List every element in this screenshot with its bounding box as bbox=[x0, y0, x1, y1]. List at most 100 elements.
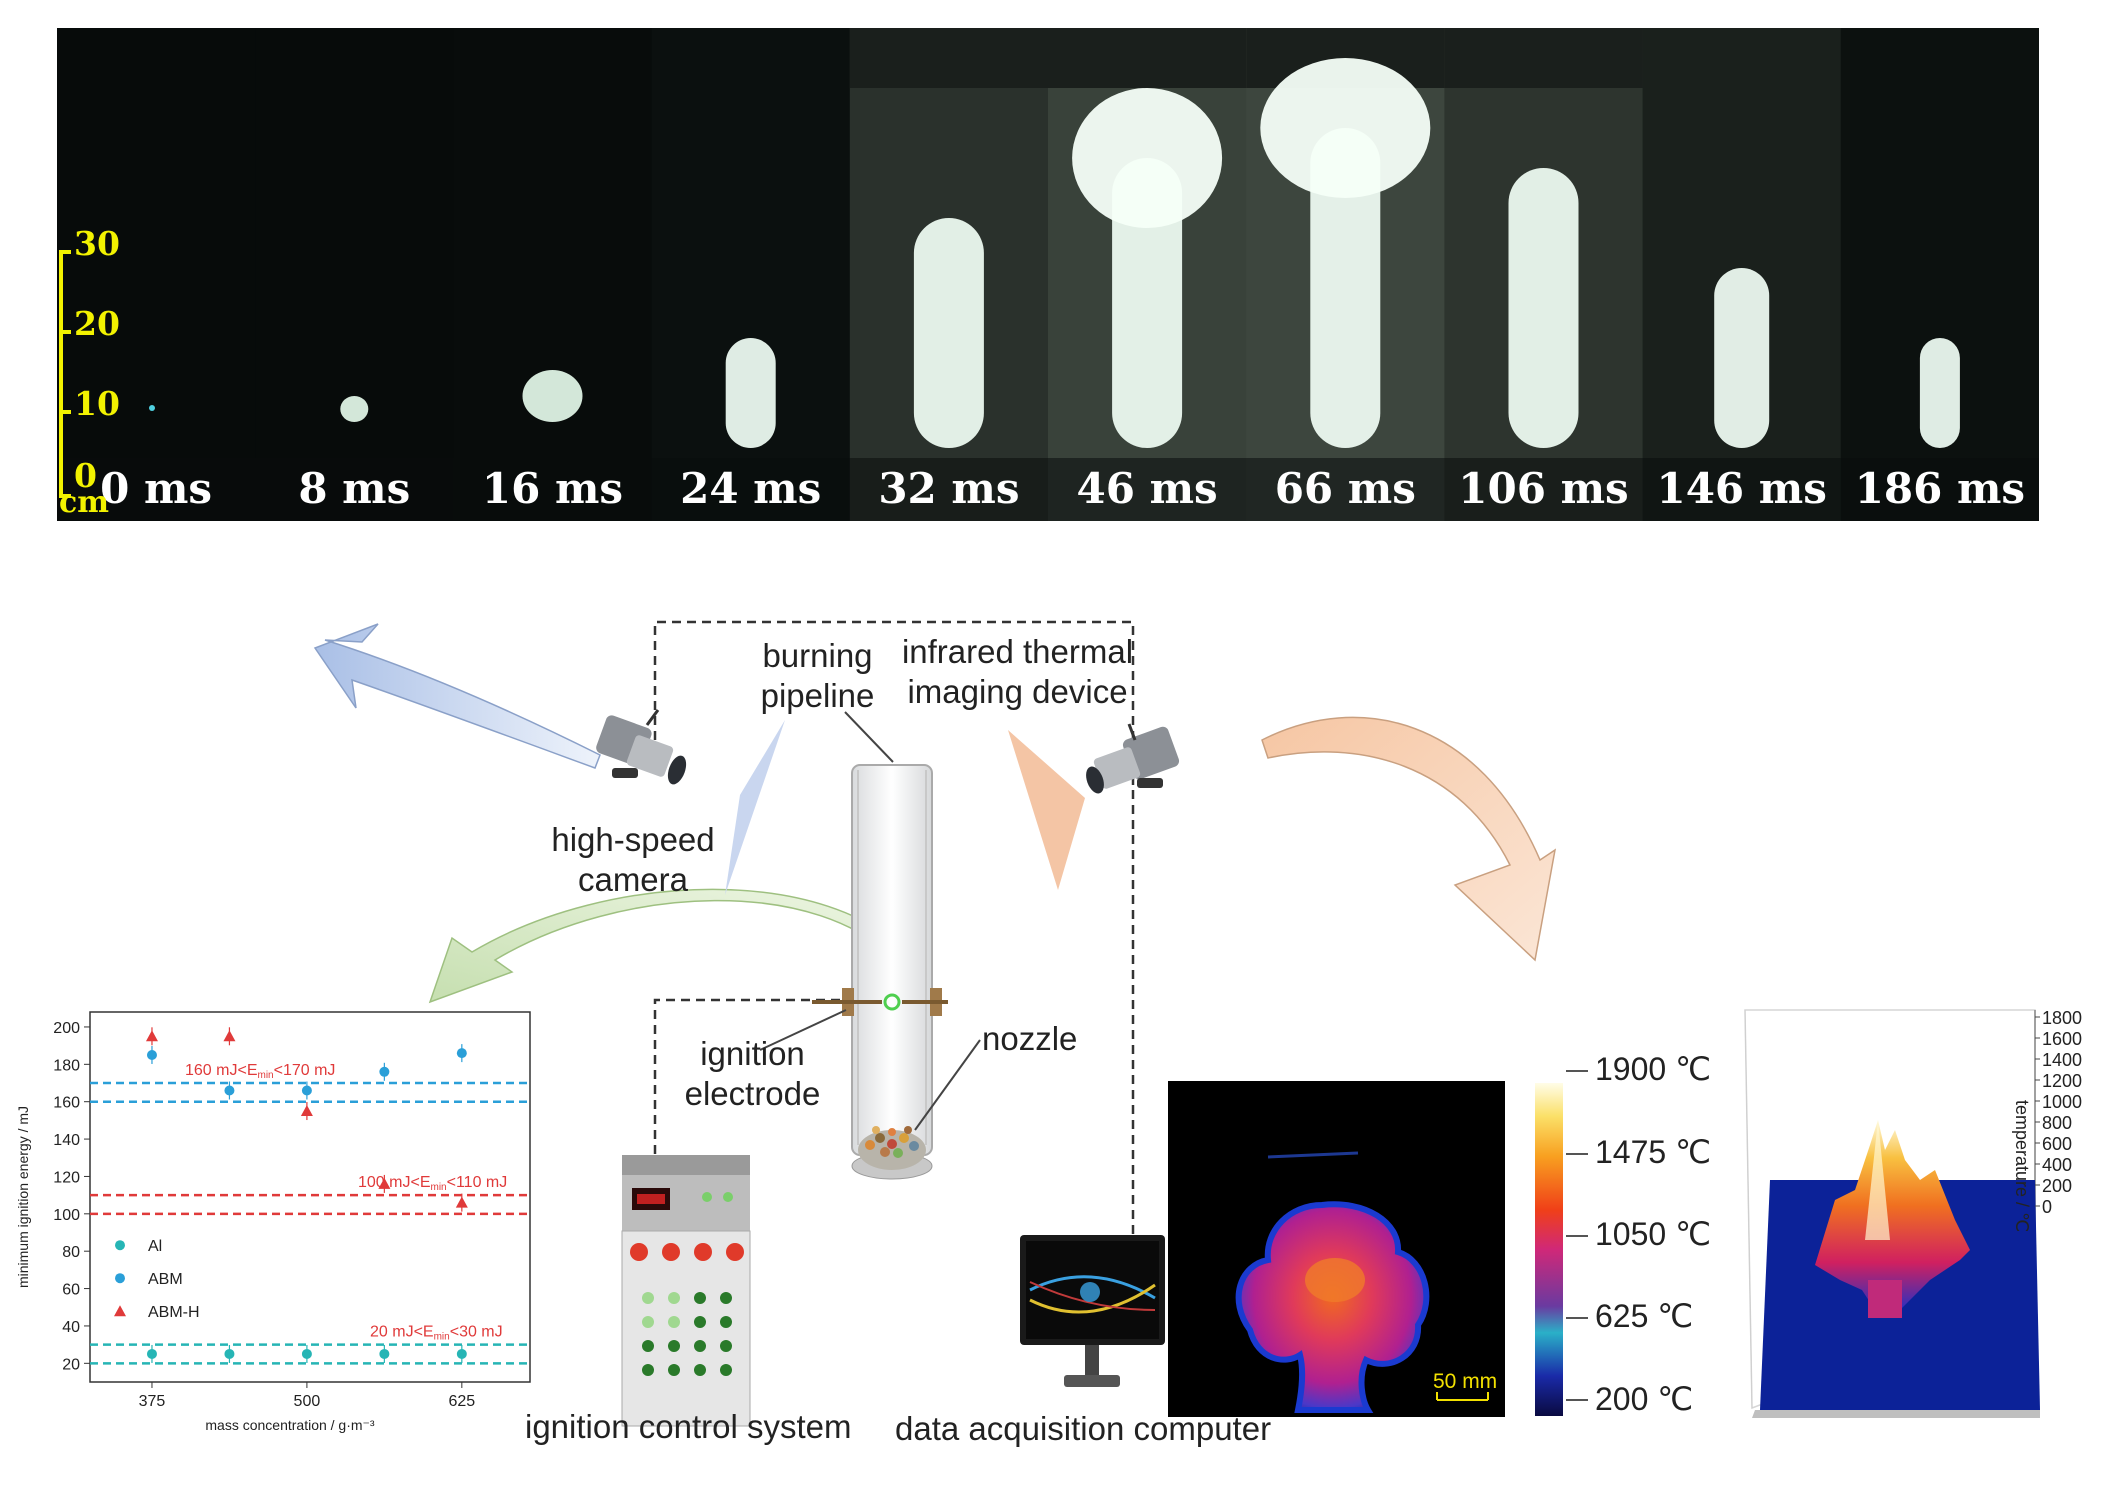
label-infrared-thermal-imaging-device: infrared thermal imaging device bbox=[901, 633, 1134, 710]
film-frame-5 bbox=[1048, 28, 1248, 521]
frame-time-label: 24 ms bbox=[680, 464, 822, 513]
chart-plot-area bbox=[89, 1011, 531, 1383]
colorbar-label-1475: 1475 ℃ bbox=[1595, 1134, 1712, 1170]
band-label: 160 mJ<Emin<170 mJ bbox=[185, 1062, 335, 1081]
colorbar-label-625: 625 ℃ bbox=[1595, 1298, 1694, 1334]
surface-tick-200: 200 bbox=[2042, 1176, 2073, 1196]
label-burning-pipeline: burning pipeline bbox=[760, 637, 875, 714]
film-frame-label-1: 8 ms bbox=[255, 28, 453, 521]
legend-label: Al bbox=[148, 1238, 162, 1255]
min-ignition-energy-chart: 160 mJ<Emin<170 mJ 100 mJ<Emin<110 mJ 20 m… bbox=[15, 1011, 531, 1433]
frame-time-label: 8 ms bbox=[298, 464, 411, 513]
arrow-to-film-strip bbox=[313, 623, 601, 769]
y-tick-label: 40 bbox=[62, 1319, 80, 1336]
frame-time-label: 186 ms bbox=[1854, 464, 2026, 513]
data-point-abm bbox=[301, 1085, 312, 1096]
surface-tick-1400: 1400 bbox=[2042, 1050, 2083, 1070]
height-scale-bar bbox=[57, 250, 77, 500]
y-tick-label: 60 bbox=[62, 1282, 80, 1299]
thermogram-scale-label: 50 mm bbox=[1433, 1370, 1498, 1393]
data-point-abm-h bbox=[145, 1030, 158, 1042]
y-tick-label: 80 bbox=[62, 1244, 80, 1261]
label-high-speed-camera: high-speed camera bbox=[551, 821, 715, 898]
data-point-abm bbox=[146, 1049, 157, 1060]
data-point-abm-h bbox=[223, 1030, 236, 1042]
colorbar-label-1050: 1050 ℃ bbox=[1595, 1216, 1712, 1252]
ir-view-cone bbox=[1008, 730, 1085, 890]
dust-powder bbox=[865, 1126, 919, 1158]
surface-tick-1200: 1200 bbox=[2042, 1071, 2083, 1091]
film-frame-label-8: 146 ms bbox=[1643, 28, 1841, 521]
burning-pipeline-tube bbox=[851, 764, 933, 1180]
x-tick-label: 375 bbox=[139, 1393, 166, 1410]
surface-tick-1000: 1000 bbox=[2042, 1092, 2083, 1112]
surface-tick-1600: 1600 bbox=[2042, 1029, 2083, 1049]
ignition-control-system-box bbox=[621, 1155, 751, 1427]
y-tick-label: 100 bbox=[53, 1207, 80, 1224]
film-frame-3 bbox=[651, 28, 851, 521]
band-label: 100 mJ<Emin<110 mJ bbox=[358, 1174, 507, 1193]
legend-marker bbox=[115, 1273, 125, 1284]
surface-tick-400: 400 bbox=[2042, 1155, 2073, 1175]
surface-tick-600: 600 bbox=[2042, 1134, 2073, 1154]
infrared-camera-icon bbox=[1086, 723, 1180, 794]
surface-tick-0: 0 bbox=[2042, 1197, 2053, 1217]
label-ignition-control-system: ignition control system bbox=[525, 1408, 852, 1445]
data-point-al bbox=[301, 1348, 312, 1359]
y-axis-label: minimum ignition energy / mJ bbox=[15, 1106, 31, 1288]
frame-time-label: 46 ms bbox=[1076, 464, 1218, 513]
temperature-surface-plot bbox=[1744, 1009, 2040, 1418]
frame-time-label: 146 ms bbox=[1656, 464, 1827, 513]
x-tick-label: 625 bbox=[448, 1393, 475, 1410]
film-frame-8 bbox=[1642, 28, 1842, 521]
film-frame-label-9: 186 ms bbox=[1841, 28, 2039, 521]
infrared-thermogram bbox=[1168, 1081, 1505, 1417]
colorbar-label-200: 200 ℃ bbox=[1595, 1381, 1694, 1417]
film-frame-label-6: 66 ms bbox=[1246, 28, 1444, 521]
scale-unit: cm bbox=[59, 485, 110, 520]
surface-tick-800: 800 bbox=[2042, 1113, 2073, 1133]
data-point-al bbox=[379, 1348, 390, 1359]
y-tick-label: 120 bbox=[53, 1169, 80, 1186]
film-frame-label-0: 0 ms bbox=[57, 28, 255, 521]
colorbar-label-1900: 1900 ℃ bbox=[1595, 1051, 1712, 1087]
data-point-abm bbox=[379, 1066, 390, 1077]
frame-time-label: 66 ms bbox=[1274, 464, 1416, 513]
data-point-abm-h bbox=[300, 1105, 313, 1117]
frame-time-label: 0 ms bbox=[100, 464, 213, 513]
film-frame-label-2: 16 ms bbox=[453, 28, 651, 521]
data-acquisition-computer-icon bbox=[1020, 1235, 1165, 1387]
frame-time-label: 32 ms bbox=[878, 464, 1020, 513]
surface-tick-1800: 1800 bbox=[2042, 1008, 2083, 1028]
surface-plot-zlabel: temperature / ℃ bbox=[2012, 1100, 2032, 1233]
y-tick-label: 180 bbox=[53, 1057, 80, 1074]
label-nozzle: nozzle bbox=[982, 1020, 1078, 1057]
camera-view-cone bbox=[725, 720, 785, 895]
frame-time-label: 106 ms bbox=[1458, 464, 1629, 513]
legend-marker bbox=[114, 1305, 126, 1317]
y-tick-label: 160 bbox=[53, 1095, 80, 1112]
scale-tick-0: 0 bbox=[74, 456, 97, 495]
film-frame-label-7: 106 ms bbox=[1444, 28, 1642, 521]
data-point-abm-h bbox=[455, 1196, 468, 1208]
x-axis-label: mass concentration / g·m⁻³ bbox=[205, 1417, 375, 1433]
frame-label-band bbox=[57, 458, 2039, 521]
film-frame-label-4: 32 ms bbox=[850, 28, 1048, 521]
film-frame-0 bbox=[57, 28, 257, 521]
film-frame-4 bbox=[849, 28, 1049, 521]
data-point-abm-h bbox=[378, 1177, 391, 1189]
x-tick-label: 500 bbox=[294, 1393, 321, 1410]
film-frame-7 bbox=[1444, 28, 1644, 521]
experimental-setup-schematic bbox=[313, 620, 2040, 1427]
temperature-colorbar bbox=[1535, 1070, 1588, 1416]
film-frame-label-3: 24 ms bbox=[652, 28, 850, 521]
arrow-to-chart bbox=[428, 888, 914, 1004]
legend-marker bbox=[115, 1240, 125, 1251]
scale-tick-20: 20 bbox=[74, 304, 120, 343]
data-point-al bbox=[146, 1348, 157, 1359]
arrow-to-surface-plot bbox=[1261, 716, 1557, 962]
legend-label: ABM bbox=[148, 1271, 183, 1288]
label-data-acquisition-computer: data acquisition computer bbox=[895, 1410, 1272, 1447]
frame-time-label: 16 ms bbox=[481, 464, 624, 513]
data-point-al bbox=[224, 1348, 235, 1359]
